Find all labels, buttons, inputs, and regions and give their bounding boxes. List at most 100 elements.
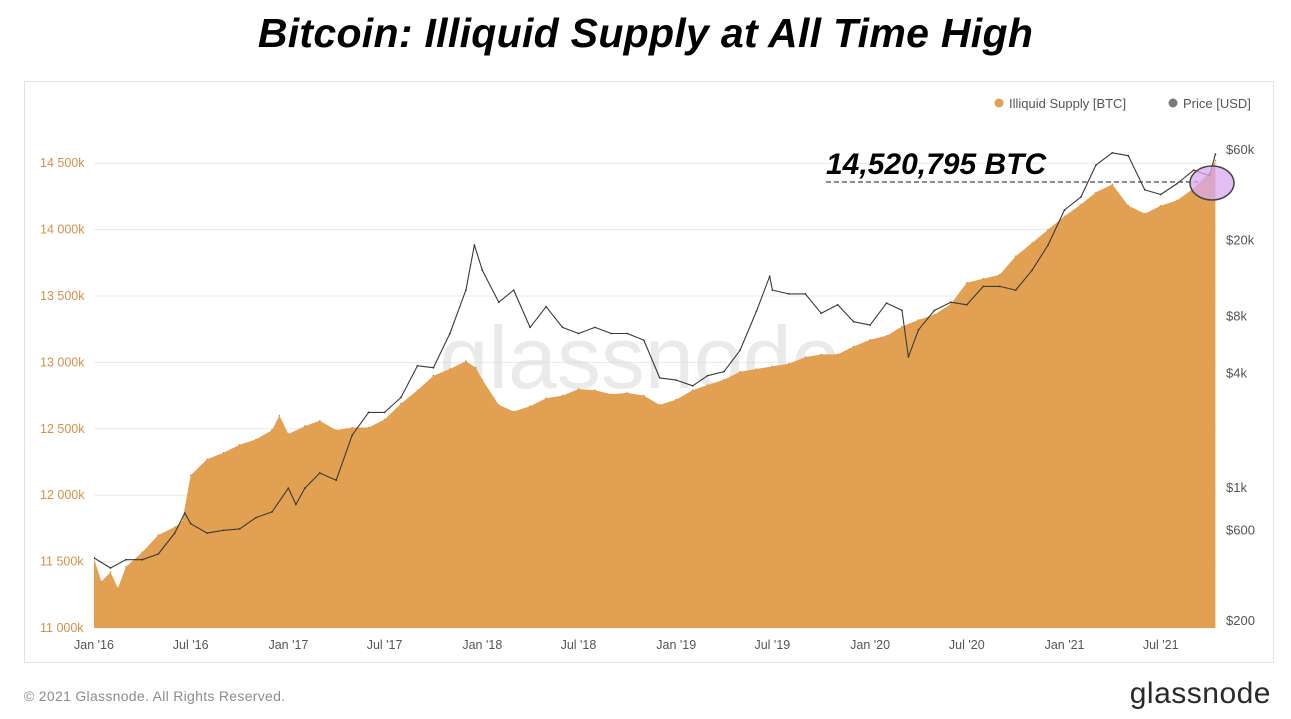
price-point [287, 487, 290, 489]
legend-item-supply[interactable]: Illiquid Supply [BTC] [994, 96, 1127, 111]
supply-point [577, 388, 580, 390]
left-tick-label: 13 000k [40, 355, 85, 369]
supply-point [610, 393, 613, 396]
price-point [512, 289, 515, 291]
supply-point [675, 398, 677, 401]
supply-point [465, 360, 467, 362]
price-point [626, 332, 629, 335]
price-point [109, 567, 112, 569]
left-tick-label: 12 000k [40, 488, 85, 502]
supply-point [1144, 212, 1146, 215]
price-point [768, 275, 771, 278]
price-point [594, 326, 596, 329]
price-point [642, 339, 645, 341]
supply-point [917, 319, 920, 321]
x-tick-label: Jan '16 [74, 638, 114, 652]
supply-point [1031, 242, 1033, 244]
supply-point [141, 551, 144, 554]
right-tick-label: $200 [1226, 613, 1255, 628]
x-tick-label: Jan '20 [850, 638, 890, 652]
supply-point [869, 339, 871, 341]
annotation-layer: 14,520,795 BTC [826, 148, 1235, 201]
supply-point [1080, 203, 1082, 206]
supply-point [512, 410, 515, 413]
x-tick-label: Jul '21 [1143, 638, 1179, 652]
supply-point [1159, 204, 1162, 207]
supply-point [950, 303, 952, 305]
price-point [206, 532, 209, 534]
legend: Illiquid Supply [BTC] Price [USD] [994, 96, 1251, 111]
supply-point [755, 368, 758, 370]
x-tick-label: Jan '19 [656, 638, 696, 652]
supply-point [278, 414, 281, 417]
price-point [577, 332, 580, 335]
price-point [1031, 269, 1033, 272]
right-tick-label: $600 [1226, 522, 1255, 537]
legend-label-supply: Illiquid Supply [BTC] [1009, 96, 1126, 111]
supply-point [594, 389, 596, 392]
price-point [982, 285, 985, 288]
price-point [304, 487, 306, 489]
supply-point [998, 274, 1001, 276]
price-point [755, 310, 758, 313]
supply-point [626, 392, 629, 394]
price-point [481, 269, 484, 272]
price-point [173, 532, 176, 534]
supply-point [181, 521, 183, 523]
price-point [271, 511, 273, 513]
supply-point [691, 389, 694, 392]
price-point [416, 364, 419, 367]
price-point [869, 324, 871, 326]
price-point [706, 374, 709, 377]
price-point [400, 396, 402, 399]
price-point [183, 512, 186, 514]
supply-point [1111, 183, 1114, 186]
price-point [723, 370, 725, 373]
supply-point [383, 418, 386, 421]
supply-point [643, 394, 645, 397]
price-point [1176, 182, 1179, 185]
supply-point [109, 571, 112, 573]
supply-point [982, 277, 985, 280]
price-point [497, 301, 500, 304]
supply-point [561, 394, 564, 397]
annotation-label: 14,520,795 BTC [826, 148, 1047, 181]
left-tick-label: 14 500k [40, 156, 85, 170]
price-point [998, 285, 1001, 288]
supply-point [1176, 199, 1178, 202]
supply-point [287, 433, 290, 435]
price-point [432, 366, 435, 369]
price-point [561, 326, 564, 329]
supply-point [1063, 215, 1066, 218]
price-point [545, 305, 547, 308]
price-point [1095, 164, 1097, 167]
supply-point [367, 426, 370, 429]
price-point [658, 377, 661, 379]
supply-point [238, 443, 241, 446]
legend-label-price: Price [USD] [1183, 96, 1251, 111]
supply-point [416, 389, 419, 392]
supply-point [771, 365, 774, 368]
price-point [1143, 189, 1146, 191]
supply-point [255, 438, 257, 441]
price-point [335, 479, 338, 482]
price-point [351, 434, 354, 436]
price-point [1080, 196, 1082, 198]
price-point [1192, 169, 1195, 172]
left-tick-label: 12 500k [40, 422, 85, 436]
price-line-layer [94, 151, 1217, 569]
supply-point [189, 474, 192, 477]
supply-point [658, 404, 661, 406]
legend-item-price[interactable]: Price [USD] [1168, 96, 1251, 111]
x-tick-label: Jul '18 [561, 638, 597, 652]
price-point [739, 349, 741, 352]
left-tick-label: 14 000k [40, 223, 85, 237]
price-point [465, 289, 467, 291]
right-tick-label: $8k [1226, 308, 1247, 323]
supply-point [206, 458, 208, 461]
price-point [691, 384, 694, 387]
price-point [295, 503, 297, 506]
supply-point [481, 378, 484, 381]
price-point [141, 558, 144, 561]
supply-point [788, 362, 790, 365]
